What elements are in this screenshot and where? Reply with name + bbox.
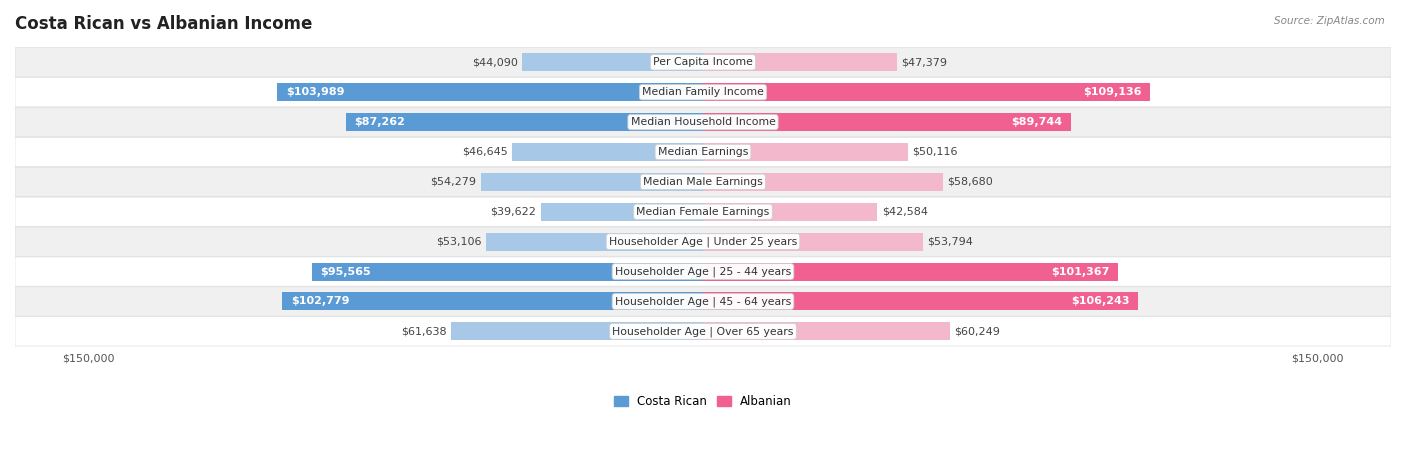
FancyBboxPatch shape (15, 257, 1391, 286)
FancyBboxPatch shape (15, 197, 1391, 226)
FancyBboxPatch shape (15, 167, 1391, 197)
Text: $87,262: $87,262 (354, 117, 405, 127)
FancyBboxPatch shape (15, 48, 1391, 77)
Bar (703, 322, 949, 340)
Text: Householder Age | Under 25 years: Householder Age | Under 25 years (609, 236, 797, 247)
Text: Costa Rican vs Albanian Income: Costa Rican vs Albanian Income (15, 15, 312, 33)
Bar (283, 292, 703, 311)
Text: Median Household Income: Median Household Income (630, 117, 776, 127)
Text: Householder Age | Over 65 years: Householder Age | Over 65 years (612, 326, 794, 337)
Text: $47,379: $47,379 (901, 57, 948, 67)
Bar (512, 143, 703, 161)
Text: $101,367: $101,367 (1052, 267, 1109, 276)
Text: $44,090: $44,090 (472, 57, 519, 67)
Bar (485, 233, 703, 251)
Bar (541, 203, 703, 221)
Text: Median Family Income: Median Family Income (643, 87, 763, 97)
Legend: Costa Rican, Albanian: Costa Rican, Albanian (609, 390, 797, 413)
Bar (312, 262, 703, 281)
Bar (703, 113, 1070, 131)
Bar (703, 143, 908, 161)
Bar (703, 173, 943, 191)
Text: Median Earnings: Median Earnings (658, 147, 748, 157)
Text: $54,279: $54,279 (430, 177, 477, 187)
Text: $95,565: $95,565 (321, 267, 371, 276)
Text: $39,622: $39,622 (491, 207, 537, 217)
Bar (703, 83, 1150, 101)
Bar (703, 203, 877, 221)
Bar (523, 53, 703, 71)
Text: $53,106: $53,106 (436, 237, 481, 247)
Text: $58,680: $58,680 (948, 177, 994, 187)
Bar (346, 113, 703, 131)
FancyBboxPatch shape (15, 107, 1391, 137)
Bar (703, 262, 1118, 281)
FancyBboxPatch shape (15, 227, 1391, 256)
Text: $89,744: $89,744 (1011, 117, 1062, 127)
Text: $103,989: $103,989 (285, 87, 344, 97)
Bar (703, 233, 924, 251)
Text: Source: ZipAtlas.com: Source: ZipAtlas.com (1274, 16, 1385, 26)
Text: Householder Age | 45 - 64 years: Householder Age | 45 - 64 years (614, 296, 792, 307)
FancyBboxPatch shape (15, 287, 1391, 316)
Text: $46,645: $46,645 (463, 147, 508, 157)
Text: Householder Age | 25 - 44 years: Householder Age | 25 - 44 years (614, 266, 792, 277)
Text: $50,116: $50,116 (912, 147, 957, 157)
Text: $61,638: $61,638 (401, 326, 446, 336)
Text: Per Capita Income: Per Capita Income (652, 57, 754, 67)
Text: Median Female Earnings: Median Female Earnings (637, 207, 769, 217)
Text: $109,136: $109,136 (1083, 87, 1142, 97)
Bar (703, 292, 1137, 311)
FancyBboxPatch shape (15, 137, 1391, 167)
Text: $60,249: $60,249 (955, 326, 1000, 336)
Bar (450, 322, 703, 340)
Bar (703, 53, 897, 71)
FancyBboxPatch shape (15, 78, 1391, 107)
Text: $42,584: $42,584 (882, 207, 928, 217)
FancyBboxPatch shape (15, 317, 1391, 346)
Bar (277, 83, 703, 101)
Text: $53,794: $53,794 (928, 237, 973, 247)
Text: $106,243: $106,243 (1071, 297, 1129, 306)
Text: $102,779: $102,779 (291, 297, 349, 306)
Text: Median Male Earnings: Median Male Earnings (643, 177, 763, 187)
Bar (481, 173, 703, 191)
